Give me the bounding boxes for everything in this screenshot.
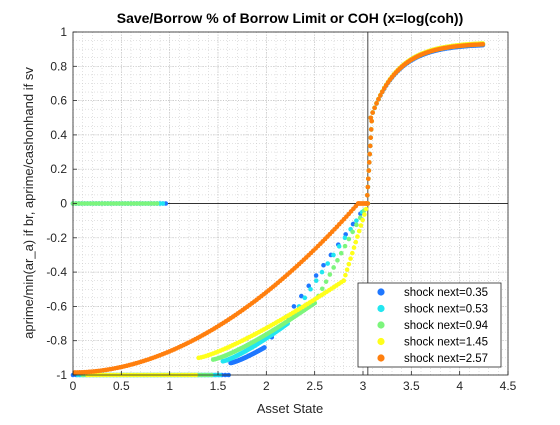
data-point (321, 263, 326, 268)
data-point (320, 270, 325, 275)
legend-label: shock next=0.35 (404, 287, 488, 299)
data-point (368, 135, 373, 140)
data-point (364, 207, 369, 212)
data-point (339, 251, 344, 256)
y-axis-label: aprime/min(ar_a) if br, aprime/cashonhan… (21, 67, 36, 339)
data-point (320, 286, 325, 291)
y-tick-label: -0.4 (46, 265, 67, 279)
data-point (365, 201, 370, 206)
x-tick-label: 3 (360, 379, 367, 393)
data-point (354, 218, 359, 223)
data-point (370, 110, 375, 115)
x-tick-label: 1.5 (210, 379, 227, 393)
data-point (354, 223, 359, 228)
legend-marker (377, 354, 384, 361)
y-tick-label: -0.8 (46, 334, 67, 348)
y-tick-label: 0.2 (50, 162, 67, 176)
data-point (360, 218, 365, 223)
legend-marker (377, 321, 384, 328)
data-point (331, 265, 336, 270)
data-point (350, 230, 355, 235)
data-point (347, 262, 352, 267)
data-point (302, 296, 307, 301)
data-point (314, 273, 319, 278)
data-point (352, 245, 357, 250)
x-tick-label: 4.5 (500, 379, 517, 393)
data-point (155, 201, 160, 206)
data-point (324, 279, 329, 284)
data-point (374, 101, 379, 106)
x-tick-label: 0.5 (113, 379, 130, 393)
legend-label: shock next=1.45 (404, 337, 488, 349)
y-tick-label: -0.2 (46, 231, 67, 245)
x-tick-label: 1 (166, 379, 173, 393)
data-point (343, 244, 348, 249)
chart-title: Save/Borrow % of Borrow Limit or COH (x=… (117, 10, 464, 26)
x-tick-label: 2.5 (306, 379, 323, 393)
legend-label: shock next=0.53 (404, 304, 488, 316)
data-point (341, 278, 346, 283)
data-point (366, 177, 371, 182)
data-point (366, 185, 371, 190)
data-point (369, 127, 374, 132)
data-point (348, 256, 353, 261)
data-point (359, 223, 364, 228)
data-point (357, 229, 362, 234)
data-point (343, 273, 348, 278)
legend-label: shock next=2.57 (404, 353, 488, 365)
data-point (353, 240, 358, 245)
data-point (372, 106, 377, 111)
data-point (262, 345, 267, 350)
y-tick-label: 0.4 (50, 128, 67, 142)
data-point (368, 144, 373, 149)
data-point (314, 278, 319, 283)
x-tick-label: 3.5 (403, 379, 420, 393)
x-axis-label: Asset State (257, 401, 323, 416)
data-point (350, 251, 355, 256)
data-point (365, 193, 370, 198)
data-point (292, 304, 297, 309)
legend-marker (377, 338, 384, 345)
data-point (335, 258, 340, 263)
y-tick-label: 0.6 (50, 94, 67, 108)
data-point (367, 160, 372, 165)
data-point (308, 287, 313, 292)
data-point (325, 261, 330, 266)
data-point (161, 201, 166, 206)
data-point (347, 237, 352, 242)
data-point (362, 212, 367, 217)
y-tick-label: 1 (60, 25, 67, 39)
y-tick-label: -0.6 (46, 299, 67, 313)
data-point (331, 253, 336, 258)
data-point (355, 234, 360, 239)
x-tick-label: 2 (263, 379, 270, 393)
y-tick-label: 0.8 (50, 59, 67, 73)
data-point (367, 152, 372, 157)
legend-marker (377, 305, 384, 312)
x-tick-label: 4 (456, 379, 463, 393)
legend-label: shock next=0.94 (404, 320, 489, 332)
y-tick-label: 0 (60, 197, 67, 211)
data-point (367, 168, 372, 173)
data-point (343, 236, 348, 241)
legend: shock next=0.35 shock next=0.53 shock next… (358, 283, 501, 367)
x-tick-label: 0 (70, 379, 77, 393)
data-point (368, 115, 373, 120)
data-point (345, 267, 350, 272)
data-point (337, 244, 342, 249)
data-point (481, 42, 486, 47)
data-point (328, 272, 333, 277)
y-tick-label: -1 (56, 368, 67, 382)
legend-marker (377, 288, 384, 295)
